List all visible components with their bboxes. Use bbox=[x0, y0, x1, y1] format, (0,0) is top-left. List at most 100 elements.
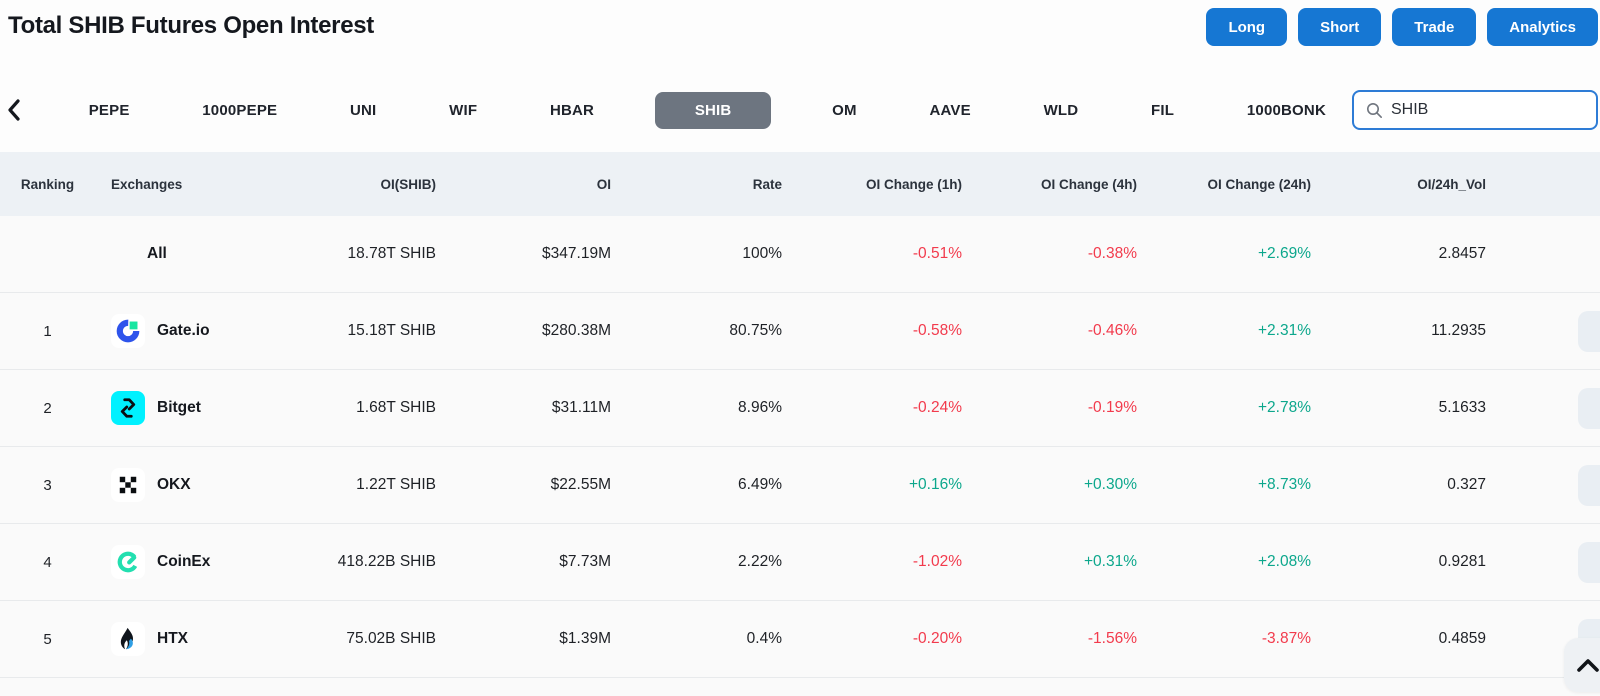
exchange-name: All bbox=[147, 245, 167, 262]
row-edge-pill[interactable] bbox=[1578, 311, 1600, 352]
analytics-button[interactable]: Analytics bbox=[1487, 8, 1598, 46]
tab-fil[interactable]: FIL bbox=[1151, 101, 1175, 119]
bitget-logo-icon bbox=[111, 391, 145, 425]
tab-1000bonk[interactable]: 1000BONK bbox=[1246, 101, 1326, 119]
oi-change-1h-cell: +0.16% bbox=[908, 476, 962, 493]
oi-24h-vol-cell: 0.4859 bbox=[1438, 630, 1486, 647]
exchange-cell: Bitget bbox=[95, 391, 260, 425]
exchange-cell: OKX bbox=[95, 468, 260, 502]
page-title: Total SHIB Futures Open Interest bbox=[8, 12, 374, 39]
table-row-bitget[interactable]: 2 Bitget 1.68T SHIB $31.11M 8.96% -0.24%… bbox=[0, 370, 1600, 447]
oi-shib-cell: 75.02B SHIB bbox=[346, 630, 436, 647]
tab-wld[interactable]: WLD bbox=[1043, 101, 1079, 119]
oi-shib-cell: 1.22T SHIB bbox=[356, 476, 436, 493]
okx-logo-icon bbox=[111, 468, 145, 502]
tab-uni[interactable]: UNI bbox=[349, 101, 377, 119]
chevron-up-icon bbox=[1577, 658, 1599, 672]
oi-shib-cell: 418.22B SHIB bbox=[337, 553, 436, 570]
oi-change-1h-cell: -0.20% bbox=[912, 630, 962, 647]
table-row-coinex[interactable]: 4 CoinEx 418.22B SHIB $7.73M 2.22% -1.02… bbox=[0, 524, 1600, 601]
exchange-name: CoinEx bbox=[157, 553, 211, 570]
col-oi-shib[interactable]: OI(SHIB) bbox=[380, 176, 437, 192]
oi-change-24h-cell: +2.08% bbox=[1257, 553, 1311, 570]
top-bar: Total SHIB Futures Open Interest Long Sh… bbox=[0, 0, 1600, 86]
rate-cell: 8.96% bbox=[738, 399, 782, 416]
oi-change-4h-cell: -0.38% bbox=[1087, 245, 1137, 262]
oi-24h-vol-cell: 0.327 bbox=[1447, 476, 1486, 493]
col-oi-change-4h[interactable]: OI Change (4h) bbox=[1040, 176, 1137, 192]
col-oi-change-24h[interactable]: OI Change (24h) bbox=[1207, 176, 1311, 192]
col-ranking[interactable]: Ranking bbox=[20, 176, 75, 192]
oi-change-1h-cell: -1.02% bbox=[912, 553, 962, 570]
table-row-all[interactable]: All 18.78T SHIB $347.19M 100% -0.51% -0.… bbox=[0, 216, 1600, 293]
row-edge-pill[interactable] bbox=[1578, 465, 1600, 506]
oi-change-24h-cell: +2.69% bbox=[1257, 245, 1311, 262]
tab-hbar[interactable]: HBAR bbox=[549, 101, 595, 119]
oi-24h-vol-cell: 0.9281 bbox=[1438, 553, 1486, 570]
search-box[interactable]: ✕ bbox=[1352, 90, 1598, 130]
long-button[interactable]: Long bbox=[1206, 8, 1288, 46]
tab-pepe[interactable]: PEPE bbox=[88, 101, 130, 119]
oi-change-4h-cell: -0.19% bbox=[1087, 399, 1137, 416]
col-oi-change-1h[interactable]: OI Change (1h) bbox=[865, 176, 962, 192]
chevron-left-icon[interactable] bbox=[6, 90, 28, 130]
next-row-sliver bbox=[0, 678, 1600, 696]
rate-cell: 100% bbox=[742, 245, 782, 262]
ranking-cell: 4 bbox=[43, 553, 52, 571]
ranking-cell: 1 bbox=[43, 322, 52, 340]
row-edge-pill[interactable] bbox=[1578, 542, 1600, 583]
table-row-gateio[interactable]: 1 Gate.io 15.18T SHIB $280.38M 80.75% -0… bbox=[0, 293, 1600, 370]
oi-change-24h-cell: +8.73% bbox=[1257, 476, 1311, 493]
table-row-okx[interactable]: 3 OKX 1.22T SHIB $22.55M 6.49% +0.16% +0… bbox=[0, 447, 1600, 524]
rate-cell: 6.49% bbox=[738, 476, 782, 493]
exchange-cell: HTX bbox=[95, 622, 260, 656]
ranking-cell: 3 bbox=[43, 476, 52, 494]
exchange-cell: CoinEx bbox=[95, 545, 260, 579]
col-rate[interactable]: Rate bbox=[752, 176, 782, 192]
oi-cell: $22.55M bbox=[550, 476, 611, 493]
ranking-cell: 2 bbox=[43, 399, 52, 417]
short-button[interactable]: Short bbox=[1298, 8, 1382, 46]
col-oi[interactable]: OI bbox=[596, 176, 611, 192]
coin-tabs: PEPE 1000PEPE UNI WIF HBAR SHIB OM AAVE … bbox=[6, 90, 1338, 130]
oi-change-4h-cell: +0.30% bbox=[1083, 476, 1137, 493]
exchange-cell: All bbox=[95, 245, 260, 263]
col-oi-24h-vol[interactable]: OI/24h_Vol bbox=[1417, 176, 1486, 192]
row-edge-pill[interactable] bbox=[1578, 388, 1600, 429]
coin-tab-bar: PEPE 1000PEPE UNI WIF HBAR SHIB OM AAVE … bbox=[0, 86, 1600, 142]
oi-cell: $280.38M bbox=[542, 322, 611, 339]
oi-24h-vol-cell: 11.2935 bbox=[1431, 322, 1486, 339]
oi-change-1h-cell: -0.24% bbox=[912, 399, 962, 416]
oi-shib-cell: 15.18T SHIB bbox=[347, 322, 436, 339]
search-icon bbox=[1366, 102, 1383, 119]
oi-24h-vol-cell: 2.8457 bbox=[1438, 245, 1486, 262]
oi-shib-cell: 1.68T SHIB bbox=[356, 399, 436, 416]
htx-logo-icon bbox=[111, 622, 145, 656]
exchange-name: Bitget bbox=[157, 399, 201, 416]
tab-wif[interactable]: WIF bbox=[449, 101, 478, 119]
exchange-name: OKX bbox=[157, 476, 191, 493]
open-interest-table: Ranking Exchanges OI(SHIB) OI Rate OI Ch… bbox=[0, 152, 1600, 696]
table-row-htx[interactable]: 5 HTX 75.02B SHIB $1.39M 0.4% -0.20% -1.… bbox=[0, 601, 1600, 678]
oi-cell: $7.73M bbox=[559, 553, 611, 570]
oi-change-4h-cell: -0.46% bbox=[1087, 322, 1137, 339]
oi-change-24h-cell: +2.31% bbox=[1257, 322, 1311, 339]
tab-shib-selected[interactable]: SHIB bbox=[654, 91, 772, 129]
rate-cell: 80.75% bbox=[729, 322, 782, 339]
search-input[interactable] bbox=[1391, 101, 1598, 119]
oi-change-24h-cell: +2.78% bbox=[1257, 399, 1311, 416]
col-exchanges[interactable]: Exchanges bbox=[111, 176, 183, 192]
tab-1000pepe[interactable]: 1000PEPE bbox=[202, 101, 278, 119]
oi-change-1h-cell: -0.51% bbox=[912, 245, 962, 262]
oi-change-24h-cell: -3.87% bbox=[1261, 630, 1311, 647]
oi-cell: $1.39M bbox=[559, 630, 611, 647]
tab-om[interactable]: OM bbox=[832, 101, 857, 119]
tab-aave[interactable]: AAVE bbox=[929, 101, 971, 119]
action-buttons: Long Short Trade Analytics bbox=[1206, 8, 1598, 46]
oi-change-4h-cell: +0.31% bbox=[1083, 553, 1137, 570]
back-to-top-button[interactable] bbox=[1564, 638, 1600, 692]
oi-cell: $31.11M bbox=[551, 399, 611, 416]
rate-cell: 2.22% bbox=[738, 553, 782, 570]
oi-24h-vol-cell: 5.1633 bbox=[1438, 399, 1486, 416]
trade-button[interactable]: Trade bbox=[1392, 8, 1477, 46]
